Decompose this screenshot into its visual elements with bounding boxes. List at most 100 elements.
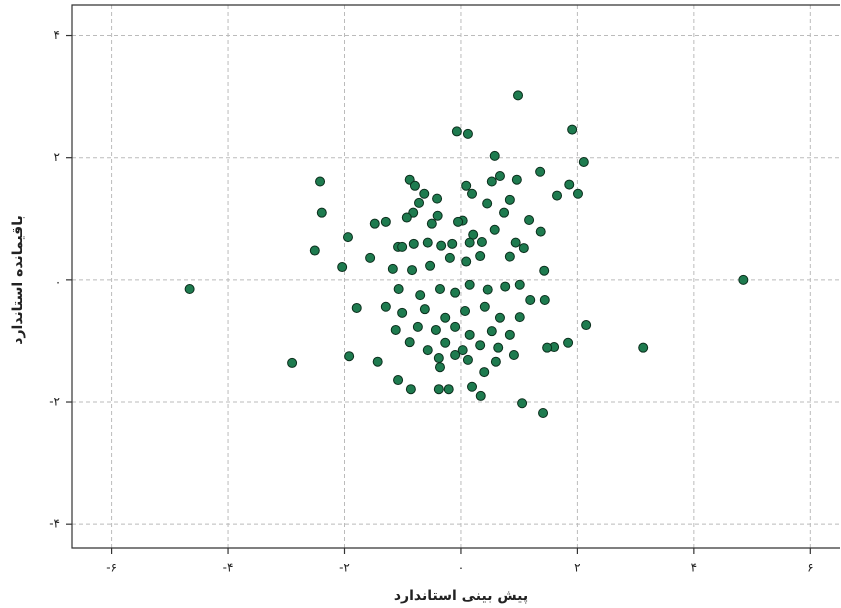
point xyxy=(475,251,486,262)
point xyxy=(738,274,749,285)
point xyxy=(462,354,473,365)
point xyxy=(401,212,412,223)
point xyxy=(542,342,553,353)
point xyxy=(578,156,589,167)
point xyxy=(393,375,404,386)
point xyxy=(434,362,445,373)
point xyxy=(430,324,441,335)
point xyxy=(380,216,391,227)
point xyxy=(475,390,486,401)
point xyxy=(479,301,490,312)
y-tick-label: ۴ xyxy=(54,28,60,42)
point xyxy=(504,251,515,262)
y-tick-label: -۲ xyxy=(49,395,60,409)
point xyxy=(380,301,391,312)
point xyxy=(337,262,348,273)
point xyxy=(567,124,578,135)
point xyxy=(426,218,437,229)
x-tick-label: ۰ xyxy=(458,561,464,575)
point xyxy=(372,356,383,367)
point xyxy=(425,260,436,271)
point xyxy=(467,188,478,199)
point xyxy=(500,281,511,292)
point xyxy=(450,287,461,298)
point xyxy=(563,337,574,348)
point xyxy=(489,224,500,235)
point xyxy=(539,265,550,276)
point xyxy=(404,337,415,348)
point xyxy=(422,237,433,248)
point xyxy=(407,265,418,276)
point xyxy=(365,252,376,263)
point xyxy=(450,321,461,332)
point xyxy=(494,312,505,323)
point xyxy=(535,166,546,177)
point xyxy=(572,188,583,199)
point xyxy=(397,307,408,318)
point xyxy=(464,329,475,340)
point xyxy=(450,349,461,360)
point xyxy=(552,190,563,201)
point xyxy=(464,279,475,290)
x-tick-label: ۴ xyxy=(691,561,697,575)
point xyxy=(432,210,443,221)
point xyxy=(486,326,497,337)
point xyxy=(369,218,380,229)
point xyxy=(514,279,525,290)
point xyxy=(499,207,510,218)
point xyxy=(461,180,472,191)
x-tick-label: ۲ xyxy=(574,561,580,575)
point xyxy=(433,353,444,364)
point xyxy=(315,176,326,187)
point xyxy=(405,384,416,395)
y-tick-label: . xyxy=(56,272,60,286)
point xyxy=(462,128,473,139)
point xyxy=(184,284,195,295)
y-tick-label: -۴ xyxy=(49,517,60,531)
point xyxy=(397,241,408,252)
point xyxy=(436,240,447,251)
point xyxy=(447,238,458,249)
point xyxy=(408,238,419,249)
point xyxy=(309,245,320,256)
point xyxy=(414,197,425,208)
point xyxy=(433,384,444,395)
point xyxy=(393,284,404,295)
point xyxy=(524,215,535,226)
point xyxy=(461,256,472,267)
point xyxy=(451,126,462,137)
point xyxy=(564,179,575,190)
point xyxy=(387,263,398,274)
point xyxy=(490,356,501,367)
point xyxy=(513,90,524,101)
point xyxy=(493,342,504,353)
x-tick-label: -۲ xyxy=(339,561,350,575)
point xyxy=(440,337,451,348)
point xyxy=(457,345,468,356)
point xyxy=(444,252,455,263)
point xyxy=(486,176,497,187)
point xyxy=(479,367,490,378)
point xyxy=(467,381,478,392)
point xyxy=(504,329,515,340)
point xyxy=(494,171,505,182)
point xyxy=(514,312,525,323)
x-tick-label: -۶ xyxy=(106,561,117,575)
point xyxy=(510,237,521,248)
point xyxy=(443,384,454,395)
point xyxy=(508,349,519,360)
point xyxy=(511,174,522,185)
point xyxy=(525,295,536,306)
point xyxy=(412,321,423,332)
point xyxy=(409,180,420,191)
point xyxy=(475,340,486,351)
point xyxy=(316,207,327,218)
axes-frame xyxy=(71,4,840,549)
point xyxy=(390,324,401,335)
point xyxy=(482,284,493,295)
x-tick-label: -۴ xyxy=(223,561,234,575)
y-axis-title: باقیمانده استاندارد xyxy=(10,215,26,344)
point xyxy=(539,295,550,306)
point xyxy=(287,357,298,368)
point xyxy=(535,226,546,237)
